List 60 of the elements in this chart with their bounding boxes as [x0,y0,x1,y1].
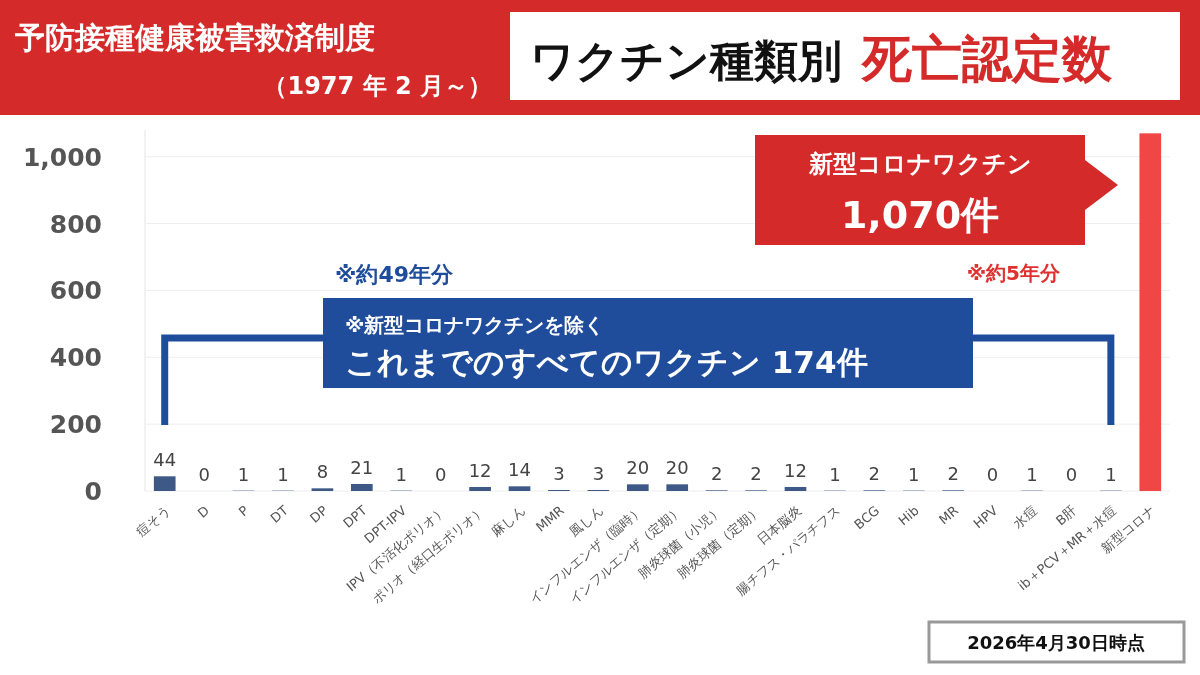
text: （1977 年 2 月～） [263,72,492,100]
annotation: 1,070件 [840,193,1000,237]
x-tick-label: B肝 [1052,502,1080,529]
data-label: 44 [153,449,177,471]
data-label: 2 [710,463,723,485]
data-label: 12 [468,459,492,481]
bar [311,488,334,491]
x-tick-label: D [194,502,213,521]
bar [1139,133,1162,491]
data-label: 1 [1026,463,1038,485]
x-tick-label: 水痘 [1010,502,1040,532]
x-tick-label: Hib [895,502,922,529]
x-tick-label: MR [935,502,962,528]
data-label: 2 [868,463,881,485]
chart-title: ワクチン種類別 死亡認定数 [530,30,1113,88]
x-tick-label: DP [307,502,331,526]
annotation: ※約5年分 [966,261,1061,285]
data-label: 3 [553,463,565,484]
data-label: 20 [626,457,650,479]
data-label: 2 [947,463,959,485]
data-label: 3 [592,463,605,484]
y-tick-label: 600 [49,276,102,306]
data-label: 12 [784,459,807,481]
bar [666,484,689,491]
data-label: 0 [198,464,210,485]
data-label: 1 [908,463,920,485]
data-label: 8 [316,461,329,483]
data-label: 1 [829,463,841,485]
bar [626,484,649,491]
x-tick-label: DT [267,502,291,526]
data-label: 1 [1105,463,1117,485]
data-label: 21 [350,456,374,478]
data-label: 0 [986,464,999,485]
annotation: 新型コロナワクチン [807,150,1032,178]
bar [350,483,373,491]
y-tick-label: 1,000 [22,142,102,172]
data-label: 0 [1065,464,1078,485]
data-label: 1 [277,463,289,485]
annotation: ※約49年分 [335,262,454,287]
data-label: 2 [750,463,762,485]
annotation: ※新型コロナワクチンを除く [345,313,605,337]
annotation: これまでのすべてのワクチン 174件 [345,344,868,380]
data-label: 20 [665,457,689,479]
chart-subtitle: 予防接種健康被害救済制度 [14,20,375,55]
bar [469,486,491,491]
y-tick-label: 0 [84,477,102,506]
data-label: 14 [508,459,531,481]
text: 2026年4月30日時点 [967,632,1145,653]
bar [153,476,176,491]
x-tick-label: 痘そう [133,502,173,540]
data-label: 1 [237,463,250,485]
data-label: 1 [395,463,407,485]
y-tick-label: 200 [49,410,102,440]
data-label: 0 [434,464,447,485]
x-tick-label: P [235,502,252,520]
bar [784,486,807,491]
y-tick-label: 800 [49,209,102,239]
x-tick-label: 麻しん [487,502,528,540]
y-tick-label: 400 [49,343,102,373]
bar [508,486,531,491]
